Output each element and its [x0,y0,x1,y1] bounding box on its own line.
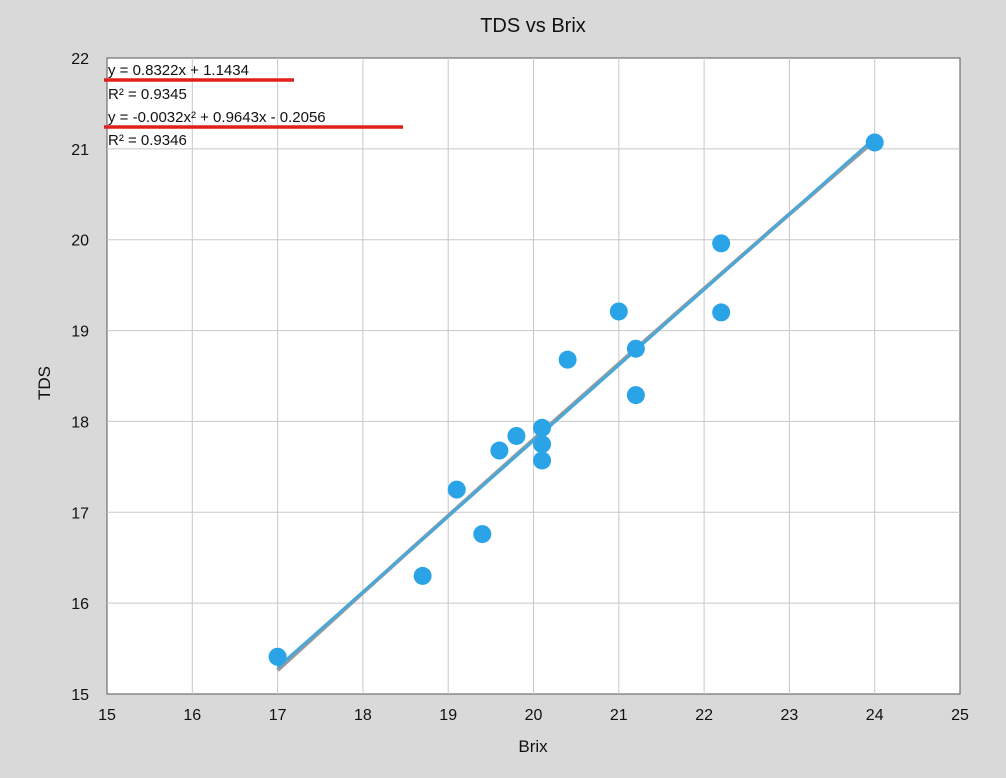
x-tick-label: 18 [354,707,372,724]
x-tick-label: 24 [866,707,884,724]
y-tick-label: 20 [71,233,89,250]
data-point [268,647,287,666]
data-point [473,525,492,544]
y-axis-label: TDS [35,366,54,400]
x-tick-label: 23 [781,707,799,724]
data-point [558,350,577,369]
data-point [626,339,645,358]
linear-r2: R² = 0.9345 [108,86,187,103]
data-point [865,133,884,152]
data-point [533,418,552,437]
data-point [626,386,645,405]
x-tick-label: 15 [98,707,116,724]
y-tick-label: 22 [71,51,89,68]
data-point [533,435,552,454]
data-point [712,303,731,322]
x-tick-label: 20 [525,707,543,724]
data-point [490,441,509,460]
grid [107,58,960,694]
x-tick-label: 22 [695,707,713,724]
data-point [413,566,432,585]
linear-trendline [276,137,876,669]
tick-labels: 15 16 17 18 19 20 21 22 23 24 25 15 16 17 18 19 20 21 22 [71,51,969,724]
data-point [507,426,526,445]
data-point [447,480,466,499]
x-tick-label: 17 [269,707,287,724]
y-tick-label: 21 [71,142,89,159]
x-tick-label: 25 [951,707,969,724]
data-point [609,302,628,321]
x-axis-label: Brix [518,737,548,756]
trendline-equations: y = 0.8322x + 1.1434 R² = 0.9345 y = -0.… [104,62,403,149]
polynomial-r2: R² = 0.9346 [108,132,187,149]
x-tick-label: 21 [610,707,628,724]
linear-equation: y = 0.8322x + 1.1434 [108,62,249,79]
polynomial-equation: y = -0.0032x² + 0.9643x - 0.2056 [108,109,326,126]
y-tick-label: 17 [71,505,89,522]
y-tick-label: 15 [71,687,89,704]
data-point [533,451,552,470]
trendlines [276,137,877,672]
x-tick-label: 19 [439,707,457,724]
data-points [268,133,884,666]
x-tick-label: 16 [183,707,201,724]
y-tick-label: 16 [71,596,89,613]
chart-title: TDS vs Brix [480,15,586,37]
y-tick-label: 19 [71,324,89,341]
data-point [712,234,731,253]
y-tick-label: 18 [71,414,89,431]
